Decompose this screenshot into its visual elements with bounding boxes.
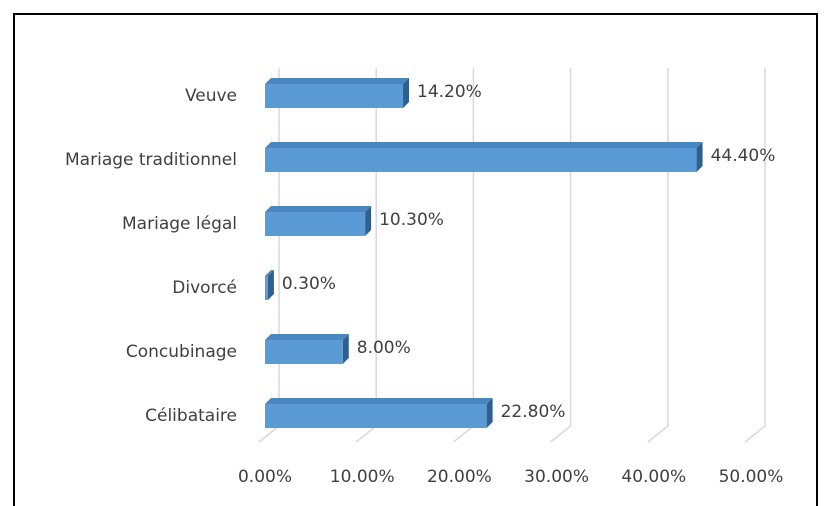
bar-side xyxy=(342,334,349,364)
y-tick-label: Divorcé xyxy=(172,278,237,298)
x-tick-label: 30.00% xyxy=(524,467,589,487)
grid-line xyxy=(647,68,669,443)
value-label: 0.30% xyxy=(282,274,336,294)
grid-line xyxy=(550,68,572,443)
bar-side xyxy=(365,206,372,236)
y-tick-label: Mariage légal xyxy=(122,214,237,234)
bar xyxy=(265,340,343,364)
bar-top xyxy=(265,398,493,404)
bar xyxy=(265,148,697,172)
bar-side xyxy=(486,398,493,428)
bar xyxy=(265,212,366,236)
bar xyxy=(265,84,404,108)
value-label: 22.80% xyxy=(501,402,566,422)
bar-top xyxy=(265,206,372,212)
x-tick-label: 50.00% xyxy=(719,467,784,487)
value-label: 8.00% xyxy=(357,338,411,358)
y-tick-label: Mariage traditionnel xyxy=(65,150,237,170)
bar xyxy=(265,404,487,428)
bar-side xyxy=(696,142,703,172)
value-label: 10.30% xyxy=(379,210,444,230)
x-tick-label: 10.00% xyxy=(330,467,395,487)
bar-side xyxy=(267,270,274,300)
chart-frame xyxy=(13,13,818,506)
x-tick-label: 40.00% xyxy=(621,467,686,487)
bar-top xyxy=(265,142,703,148)
x-tick-label: 20.00% xyxy=(427,467,492,487)
grid-line xyxy=(744,68,766,443)
x-tick-label: 0.00% xyxy=(238,467,292,487)
bar xyxy=(265,276,268,300)
y-tick-label: Concubinage xyxy=(126,342,237,362)
bar-top xyxy=(265,334,349,340)
bar-top xyxy=(265,78,410,84)
bar-side xyxy=(403,78,410,108)
value-label: 44.40% xyxy=(711,146,776,166)
y-tick-label: Veuve xyxy=(185,86,237,106)
value-label: 14.20% xyxy=(417,82,482,102)
y-tick-label: Célibataire xyxy=(145,406,237,426)
bar-top xyxy=(265,270,274,276)
